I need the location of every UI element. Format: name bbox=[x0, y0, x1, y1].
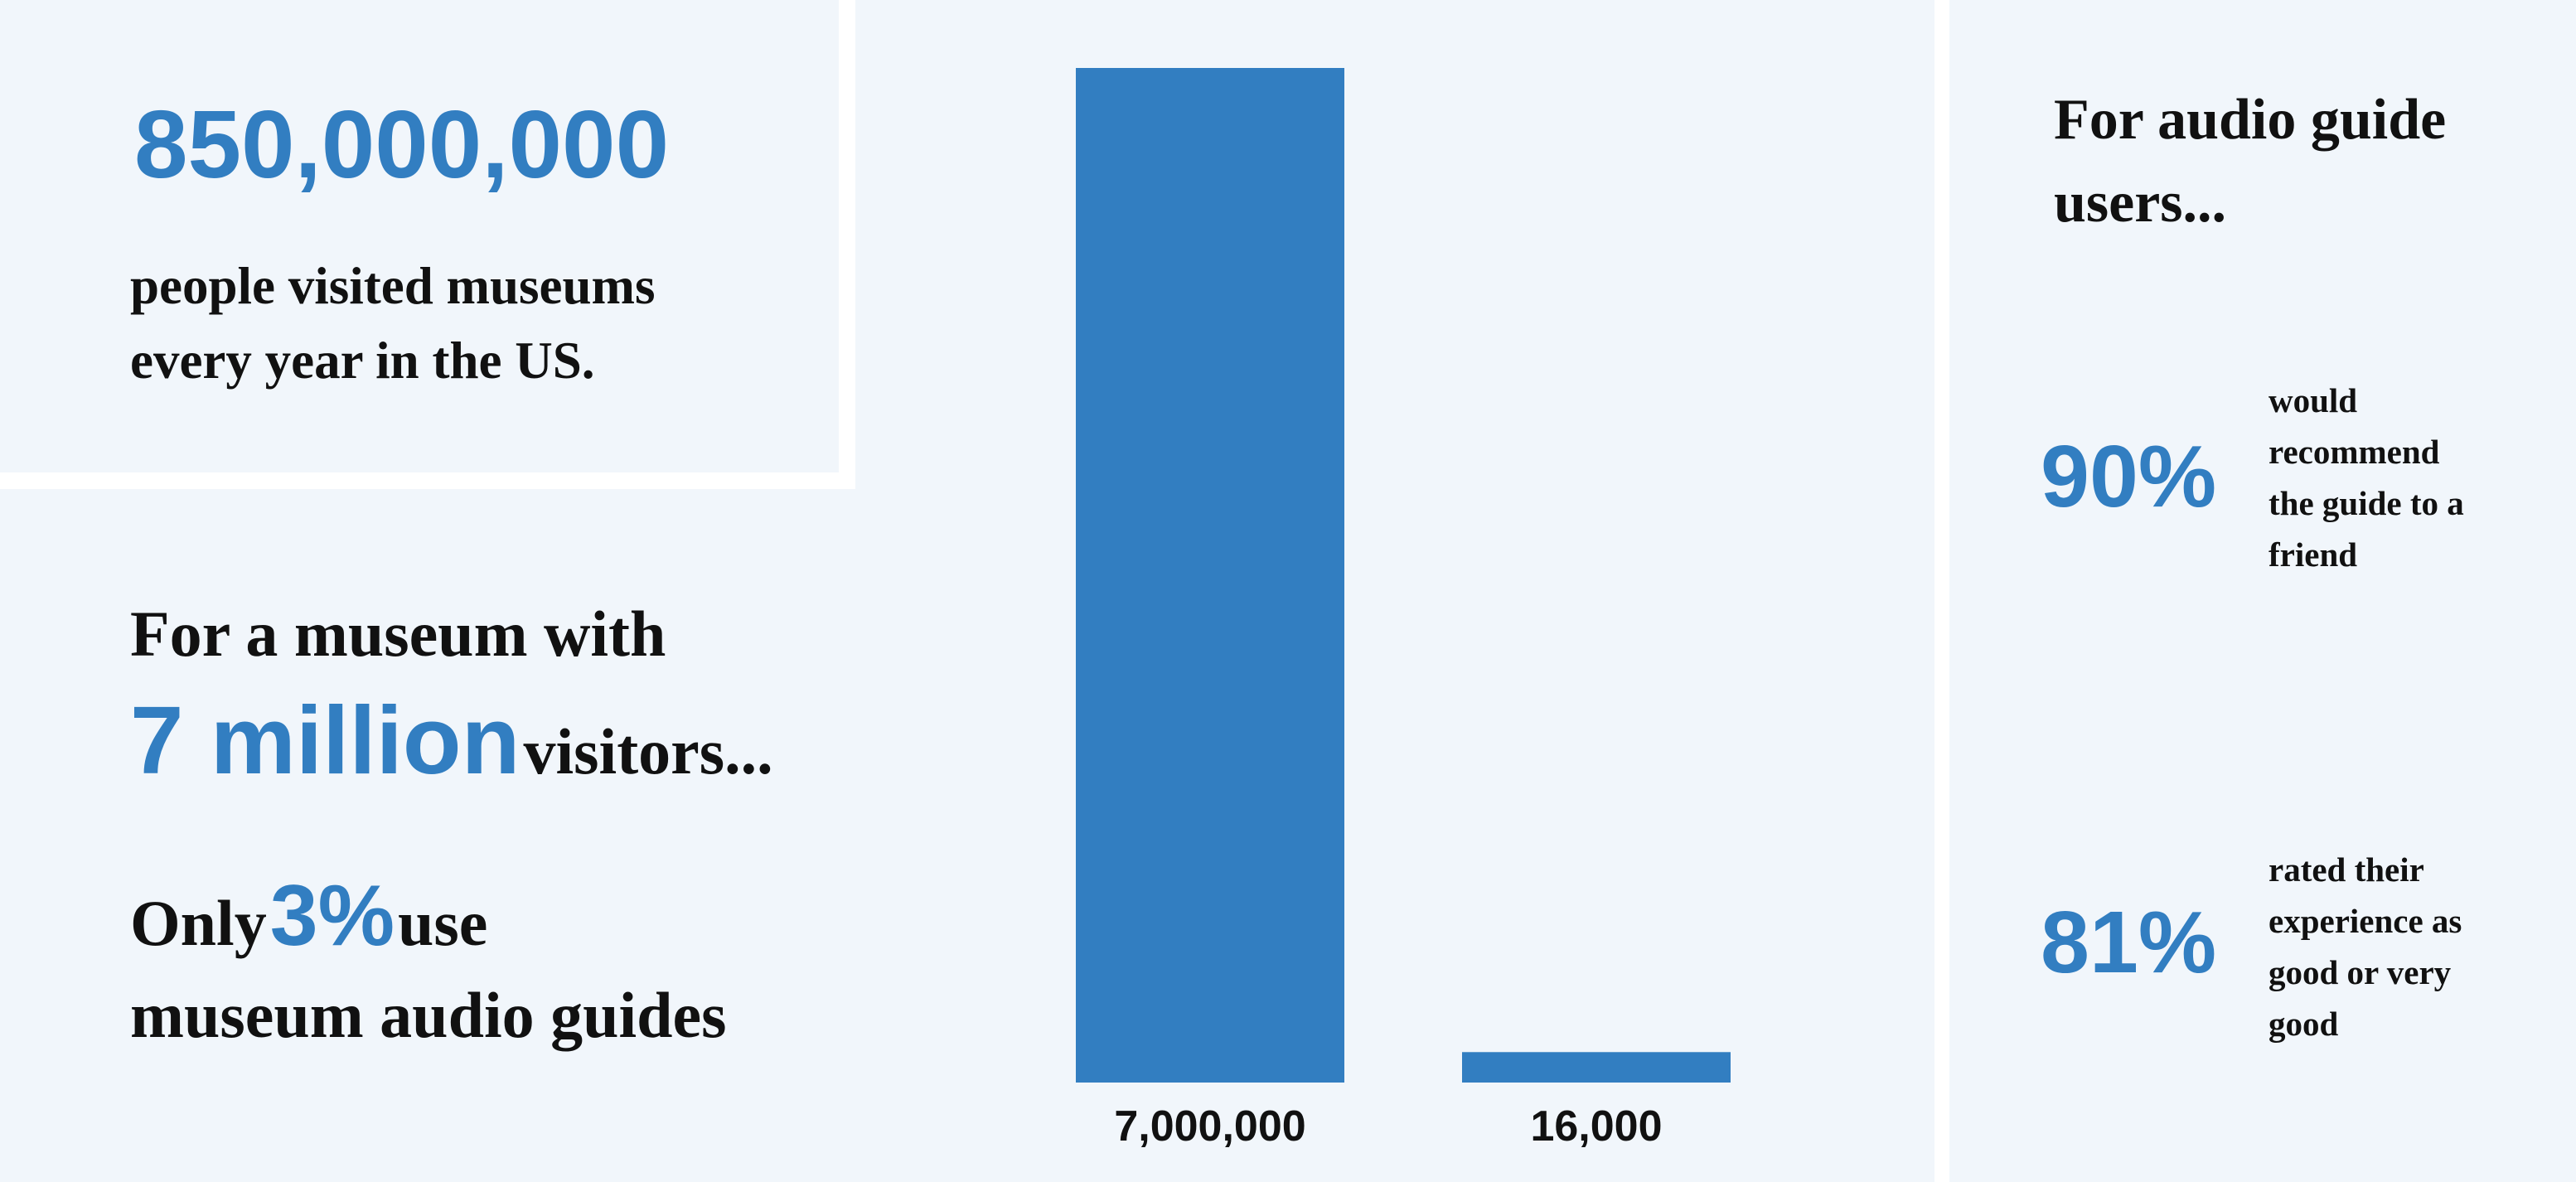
total-visitors-panel bbox=[0, 0, 839, 472]
museum-visitors-tail: visitors... bbox=[523, 715, 773, 787]
recommend-caption: would recommend the guide to a friend bbox=[2269, 375, 2464, 580]
recommend-caption-line: friend bbox=[2269, 535, 2358, 574]
audio-guide-panel bbox=[1949, 0, 2576, 1182]
rating-caption-line: good bbox=[2269, 1005, 2339, 1043]
total-visitors-caption-line2: every year in the US. bbox=[130, 332, 595, 390]
museum-intro-text: For a museum with bbox=[130, 598, 666, 670]
recommend-pct: 90% bbox=[2041, 428, 2217, 526]
bar-label-1: 16,000 bbox=[1530, 1102, 1662, 1151]
rating-caption-line: rated their bbox=[2269, 850, 2424, 889]
guide-title-line2: users... bbox=[2054, 171, 2227, 235]
only-label: Only bbox=[130, 887, 267, 959]
use-label: use bbox=[398, 887, 488, 959]
rating-caption: rated their experience as good or very g… bbox=[2269, 844, 2462, 1049]
museum-visitors-line: 7 million visitors... bbox=[130, 686, 773, 824]
rating-pct: 81% bbox=[2041, 894, 2217, 991]
bar-0 bbox=[1076, 68, 1344, 1083]
rating-caption-line: experience as bbox=[2269, 902, 2462, 940]
chart-panel bbox=[855, 0, 1934, 1182]
total-visitors-number: 850,000,000 bbox=[134, 90, 670, 198]
museum-panel bbox=[0, 489, 855, 1182]
total-visitors-caption-line1: people visited museums bbox=[130, 257, 656, 315]
audio-guide-share-pct: 3% bbox=[269, 868, 395, 964]
panel-divider-horizontal bbox=[0, 472, 855, 489]
recommend-caption-line: the guide to a bbox=[2269, 484, 2464, 522]
recommend-caption-line: would bbox=[2269, 381, 2358, 419]
panel-divider-vertical bbox=[839, 0, 855, 489]
rating-caption-line: good or very bbox=[2269, 953, 2452, 991]
recommend-caption-line: recommend bbox=[2269, 433, 2440, 471]
bar-label-0: 7,000,000 bbox=[1114, 1102, 1305, 1151]
bar-1 bbox=[1462, 1052, 1731, 1083]
audio-guide-share-line2: museum audio guides bbox=[130, 979, 727, 1051]
museum-visitors-highlight: 7 million bbox=[130, 686, 521, 794]
guide-title-line1: For audio guide bbox=[2054, 88, 2447, 152]
audio-guide-share-line: Only 3% use bbox=[130, 862, 487, 995]
